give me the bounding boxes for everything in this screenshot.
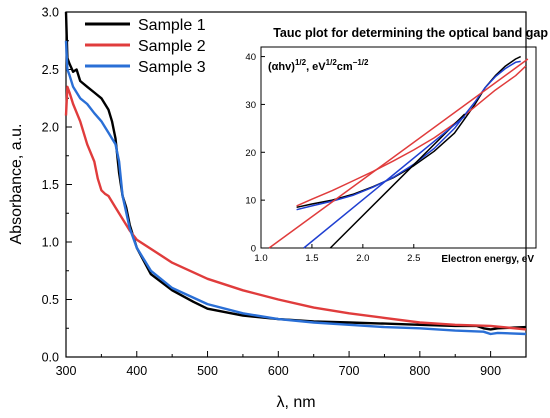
inset-plot-frame: [260, 46, 537, 249]
main-y-tick-label: 0.5: [42, 293, 59, 307]
inset-x-tick-label: 1.5: [305, 253, 318, 264]
legend-label-2: Sample 2: [138, 38, 206, 55]
inset-series-line-1: [296, 55, 522, 209]
inset-y-axis-label: (αhv)1/2, eV1/2cm−1/2: [268, 58, 369, 73]
tauc-inset-chart: Tauc plot for determining the optical ba…: [245, 26, 548, 265]
inset-x-tick-label: 2.0: [356, 253, 369, 264]
main-x-axis-label: λ, nm: [276, 394, 315, 411]
inset-ylabel-mid: , eV: [306, 61, 326, 73]
main-x-tick-label: 300: [56, 364, 77, 378]
inset-x-axis-label: Electron energy, eV: [441, 254, 534, 265]
main-series-line-2: [64, 85, 527, 331]
main-x-tick-label: 700: [339, 364, 360, 378]
main-x-tick-label: 900: [480, 364, 501, 378]
main-y-tick-label: 2.0: [42, 121, 59, 135]
main-x-tick-label: 600: [268, 364, 289, 378]
main-axis-ticks: 300 400 500 600 700 800 9000.00.51.01.52.02.53…: [42, 6, 501, 379]
main-x-tick-label: 800: [409, 364, 430, 378]
main-series-group: [64, 11, 527, 336]
main-legend: Sample 1 Sample 2 Sample 3: [85, 17, 206, 76]
inset-series-group: [268, 55, 529, 249]
legend-label-1: Sample 1: [138, 17, 206, 34]
inset-series-line-3: [296, 60, 521, 211]
main-y-tick-label: 3.0: [42, 6, 59, 20]
absorbance-chart: 300 400 500 600 700 800 9000.00.51.01.52.02.53…: [8, 6, 527, 411]
main-x-tick-label: 500: [197, 364, 218, 378]
inset-series-line-5: [268, 58, 529, 249]
inset-ylabel-exp2: 1/2: [326, 58, 338, 67]
legend-label-3: Sample 3: [138, 59, 206, 76]
main-y-tick-label: 1.0: [42, 236, 59, 250]
inset-series-line-2: [296, 65, 527, 207]
main-y-axis-label: Absorbance, a.u.: [8, 124, 25, 245]
inset-y-tick-label: 10: [245, 196, 256, 207]
inset-ylabel-mid2: cm: [337, 61, 353, 73]
inset-x-tick-label: 2.5: [407, 253, 420, 264]
inset-y-tick-label: 0: [251, 244, 256, 255]
main-series-line-3: [64, 40, 527, 336]
inset-series-line-6: [303, 115, 466, 249]
main-y-tick-label: 2.5: [42, 63, 59, 77]
inset-series-line-4: [329, 113, 466, 249]
inset-ylabel-exp3: −1/2: [353, 58, 369, 67]
inset-y-tick-label: 30: [245, 100, 256, 111]
main-y-tick-label: 0.0: [42, 351, 59, 365]
inset-axis-ticks: 1.0 1.5 2.0 2.5 0 10 20 30 40: [245, 52, 420, 264]
inset-x-tick-label: 1.0: [254, 253, 267, 264]
inset-title: Tauc plot for determining the optical ba…: [273, 26, 548, 40]
inset-ylabel-base: (αhv): [268, 61, 295, 73]
inset-y-tick-label: 40: [245, 52, 256, 63]
main-x-tick-label: 400: [126, 364, 147, 378]
inset-ylabel-exp1: 1/2: [295, 58, 307, 67]
inset-y-tick-label: 20: [245, 148, 256, 159]
main-y-tick-label: 1.5: [42, 178, 59, 192]
